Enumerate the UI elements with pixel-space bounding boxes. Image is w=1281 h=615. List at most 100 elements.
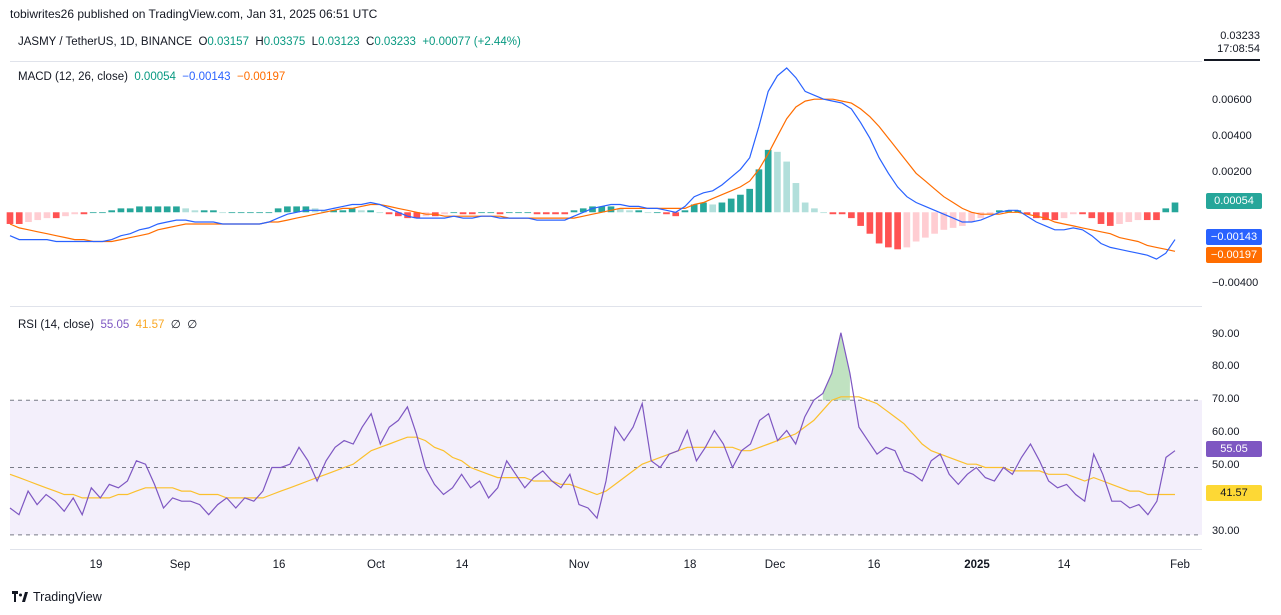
- macd-histogram-bar: [108, 210, 116, 213]
- macd-histogram-bar: [1125, 212, 1133, 223]
- macd-histogram-bar: [737, 194, 744, 213]
- close-value: 0.03233: [374, 36, 416, 48]
- macd-histogram-bar: [774, 151, 781, 213]
- open-value: 0.03157: [207, 36, 249, 48]
- macd-histogram-bar: [848, 212, 855, 219]
- macd-histogram-bar: [25, 212, 32, 223]
- macd-histogram-bar: [894, 212, 901, 250]
- macd-histogram-bar: [912, 212, 920, 242]
- rsi-value-badge: 55.05: [1206, 441, 1262, 457]
- macd-signal-line: [9, 98, 1176, 252]
- macd-histogram-bar: [321, 210, 328, 213]
- macd-histogram-bar: [589, 206, 596, 213]
- open-label: O: [198, 36, 208, 48]
- macd-histogram-bar: [1171, 202, 1179, 213]
- rsi-axis-tick: 60.00: [1212, 426, 1240, 438]
- rsi-axis-tick: 80.00: [1212, 360, 1240, 372]
- macd-histogram-bar: [219, 212, 226, 214]
- macd-legend-hist: 0.00054: [134, 71, 176, 83]
- macd-histogram-bar: [1032, 212, 1040, 219]
- macd-histogram-bar: [367, 210, 374, 213]
- x-axis-label: Sep: [169, 559, 191, 571]
- macd-histogram-bar: [792, 183, 800, 213]
- macd-histogram-bar: [1079, 212, 1086, 215]
- x-axis-label: 19: [89, 559, 103, 571]
- macd-histogram-bar: [579, 208, 587, 213]
- macd-legend[interactable]: MACD (12, 26, close) 0.00054 −0.00143 −0…: [18, 71, 285, 83]
- symbol-name[interactable]: JASMY / TetherUS, 1D, BINANCE: [18, 36, 193, 48]
- macd-histogram-bar: [616, 208, 624, 213]
- macd-histogram-bar: [15, 212, 23, 224]
- symbol-ohlc-line: JASMY / TetherUS, 1D, BINANCE O0.03157 H…: [18, 36, 521, 48]
- macd-histogram-bar: [1060, 212, 1068, 219]
- rsi-legend-ma: 41.57: [135, 319, 165, 331]
- pane-separator-top[interactable]: [10, 61, 1202, 62]
- macd-histogram-bar: [302, 206, 310, 213]
- footer-brand[interactable]: TradingView: [12, 590, 102, 604]
- macd-histogram-bar: [182, 208, 190, 213]
- macd-histogram-bar: [6, 212, 14, 224]
- macd-histogram-bar: [191, 210, 199, 213]
- macd-histogram-bar: [62, 212, 69, 217]
- macd-histogram-bar: [1162, 208, 1170, 213]
- rsi-axis-tick: 30.00: [1212, 525, 1240, 537]
- macd-histogram-bar: [52, 212, 60, 219]
- macd-histogram-bar: [496, 212, 504, 215]
- macd-histogram-bar: [1153, 212, 1160, 221]
- pane-separator-middle[interactable]: [10, 306, 1202, 307]
- macd-histogram-bar: [1106, 212, 1114, 226]
- footer-brand-label: TradingView: [33, 590, 102, 604]
- change-value: +0.00077 (+2.44%): [422, 36, 521, 48]
- macd-histogram-bar: [700, 202, 707, 213]
- macd-histogram-bar: [968, 212, 975, 223]
- macd-histogram-bar: [515, 212, 522, 214]
- macd-histogram-bar: [838, 212, 846, 215]
- countdown-value: 17:08:54: [1217, 43, 1260, 55]
- macd-histogram-bar: [293, 206, 300, 213]
- macd-histogram-bar: [1116, 212, 1123, 224]
- macd-histogram-bar: [80, 212, 88, 215]
- macd-histogram-bar: [89, 212, 97, 214]
- macd-signal-badge: −0.00197: [1206, 247, 1262, 263]
- macd-histogram-bar: [829, 212, 837, 215]
- macd-histogram-bar: [154, 206, 162, 213]
- macd-histogram-bar: [959, 212, 966, 226]
- last-price-label: 0.03233 17:08:54: [1210, 30, 1260, 56]
- macd-histogram-bar: [922, 212, 929, 238]
- macd-histogram-bar: [949, 212, 957, 228]
- macd-histogram-bar: [404, 212, 411, 219]
- close-label: C: [366, 36, 375, 48]
- macd-axis-tick: −0.00400: [1212, 277, 1259, 289]
- rsi-ma-badge: 41.57: [1206, 485, 1262, 501]
- macd-histogram-bar: [607, 206, 615, 213]
- x-axis-label: Feb: [1170, 559, 1190, 571]
- macd-histogram-bar: [265, 212, 273, 214]
- rsi-legend-extra2: ∅: [187, 319, 198, 331]
- macd-histogram-bar: [1023, 212, 1031, 215]
- rsi-axis-tick: 90.00: [1212, 328, 1240, 340]
- macd-histogram-bar: [43, 212, 51, 219]
- rsi-legend[interactable]: RSI (14, close) 55.05 41.57 ∅ ∅: [18, 317, 197, 331]
- macd-histogram-bar: [1042, 212, 1049, 221]
- macd-histogram-bar: [237, 212, 245, 214]
- macd-histogram-bar: [487, 212, 495, 214]
- macd-histogram-bar: [746, 188, 754, 213]
- macd-histogram-bar: [672, 212, 680, 217]
- macd-histogram-bar: [644, 212, 652, 214]
- macd-hist-badge: 0.00054: [1206, 193, 1262, 209]
- macd-histogram-bar: [1134, 212, 1142, 221]
- macd-histogram-bar: [626, 210, 633, 213]
- rsi-line: [9, 332, 1176, 520]
- macd-histogram-bar: [284, 206, 291, 213]
- publisher-line: tobiwrites26 published on TradingView.co…: [10, 7, 378, 21]
- macd-histogram-bar: [274, 208, 282, 213]
- macd-histogram-bar: [136, 206, 143, 213]
- macd-histogram-bar: [385, 212, 393, 215]
- macd-histogram-bar: [247, 212, 254, 214]
- macd-histogram-bar: [1005, 210, 1012, 213]
- macd-histogram-bar: [709, 204, 717, 213]
- macd-histogram-bar: [173, 206, 180, 213]
- macd-axis-tick: 0.00200: [1212, 166, 1252, 178]
- pane-separator-bottom[interactable]: [10, 549, 1202, 550]
